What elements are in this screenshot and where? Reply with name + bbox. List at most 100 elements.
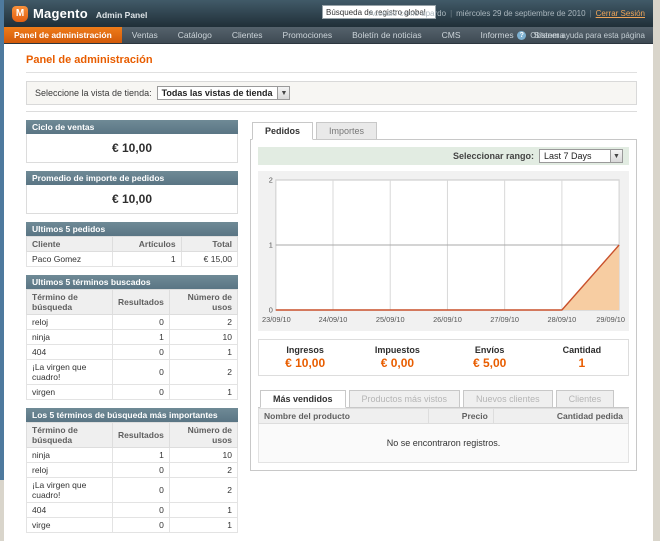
logo-subtitle: Admin Panel [95, 9, 148, 20]
table-row: 404 0 1 [25, 502, 239, 518]
sales-cycle-value: € 10,00 [26, 134, 238, 163]
separator: | [589, 9, 592, 18]
logo-title: Magento [33, 6, 88, 21]
box-title: Ultimos 5 términos buscados [26, 275, 238, 289]
header: M Magento Admin Panel Accedió como apard… [4, 0, 653, 27]
tab-pedidos[interactable]: Pedidos [252, 122, 314, 140]
column-header: Precio [427, 408, 494, 424]
empty-message: No se encontraron registros. [258, 423, 629, 463]
total-envios: Envíos € 5,00 [444, 345, 536, 370]
chevron-down-icon: ▼ [610, 150, 622, 162]
page-title: Panel de administración [26, 54, 153, 66]
last-orders-box: Ultimos 5 pedidos Cliente Artículos Total P… [25, 222, 239, 267]
window-edge [0, 0, 4, 480]
x-tick-label: 26/09/10 [433, 315, 462, 324]
x-tick-label: 28/09/10 [548, 315, 577, 324]
total-impuestos: Impuestos € 0,00 [351, 345, 443, 370]
last-orders-table: Cliente Artículos Total Paco Gomez 1 € 15,00 [25, 236, 239, 267]
store-view-value: Todas las vistas de tienda [161, 88, 273, 98]
chevron-down-icon: ▼ [277, 87, 290, 99]
range-bar: Seleccionar rango: Last 7 Days ▼ [258, 147, 629, 165]
table-row: Paco Gomez 1 € 15,00 [25, 251, 239, 267]
nav-items: Panel de administración Ventas Catálogo Cli… [4, 27, 574, 43]
x-tick-label: 24/09/10 [319, 315, 348, 324]
nav-item-catalogo[interactable]: Catálogo [177, 30, 212, 40]
avg-order-value: € 10,00 [26, 185, 238, 214]
column-header: Artículos [112, 236, 182, 252]
main-nav: Panel de administración Ventas Catálogo Cli… [4, 27, 653, 44]
table-row: reloj 0 2 [25, 462, 239, 478]
total-label: Impuestos [374, 345, 420, 355]
table-row: virge 0 1 [25, 517, 239, 533]
range-value: Last 7 Days [544, 151, 592, 161]
magento-logo-icon: M [12, 5, 28, 22]
column-header: Total [180, 236, 239, 252]
x-tick-label: 23/09/10 [262, 315, 291, 324]
help-label: Obtener ayuda para esta página [530, 31, 645, 40]
help-icon: ? [517, 31, 527, 40]
column-header: Cliente [25, 236, 114, 252]
column-header: Cantidad pedida [492, 408, 630, 424]
divider [26, 72, 637, 73]
total-value: € 0,00 [380, 356, 415, 370]
nav-item-boletin-de-noticias[interactable]: Boletín de noticias [352, 30, 422, 40]
total-label: Ingresos [286, 345, 324, 355]
help-link[interactable]: ? Obtener ayuda para esta página [517, 27, 645, 44]
total-value: 1 [578, 356, 586, 370]
table-row: ¡La virgen que cuadro! 0 2 [25, 359, 239, 385]
column-header: Número de usos [168, 289, 239, 315]
column-header: Nombre del producto [258, 408, 429, 424]
store-view-switcher: Seleccione la vista de tienda: Todas las… [26, 81, 637, 105]
session-text: Accedió como apardo [368, 9, 447, 18]
dashboard-sidebar: Ciclo de ventas € 10,00 Promedio de impo… [25, 120, 239, 541]
total-label: Envíos [474, 345, 505, 355]
orders-panel: Seleccionar rango: Last 7 Days ▼ 0 1 2 23/0… [250, 140, 637, 471]
dashboard-main: Pedidos Importes Seleccionar rango: Last … [250, 120, 637, 471]
tab-importes[interactable]: Importes [316, 122, 378, 140]
logout-link[interactable]: Cerrar Sesión [595, 9, 645, 18]
box-title: Los 5 términos de búsqueda más important… [26, 408, 238, 422]
box-title: Ultimos 5 pedidos [26, 222, 238, 236]
last-search-terms-table: Término de búsqueda Resultados Número de u… [25, 289, 239, 400]
column-header: Resultados [112, 422, 170, 448]
x-tick-label: 27/09/10 [490, 315, 519, 324]
svg-text:0: 0 [269, 305, 273, 314]
x-tick-label: 29/09/10 [596, 315, 625, 324]
svg-text:1: 1 [269, 240, 273, 249]
column-header: Término de búsqueda [25, 422, 114, 448]
tab-clientes[interactable]: Clientes [555, 390, 615, 408]
nav-item-ventas[interactable]: Ventas [131, 30, 158, 40]
range-select[interactable]: Last 7 Days ▼ [539, 149, 623, 163]
nav-item-informes[interactable]: Informes [480, 30, 514, 40]
magento-logo: M Magento Admin Panel [12, 5, 148, 22]
last-search-terms-box: Ultimos 5 términos buscados Término de b… [25, 275, 239, 400]
nav-item-promociones[interactable]: Promociones [282, 30, 333, 40]
orders-chart-svg: 0 1 2 23/09/10 24/09/10 25/09/10 26/09/10 27/09… [262, 176, 625, 324]
tab-mas-vendidos[interactable]: Más vendidos [260, 390, 346, 408]
nav-item-clientes[interactable]: Clientes [231, 30, 263, 40]
nav-item-cms[interactable]: CMS [441, 30, 461, 40]
global-search-input[interactable] [322, 5, 436, 19]
header-session-area: Accedió como apardo | miércoles 29 de se… [369, 0, 645, 27]
reports-tabstrip: Más vendidos Productos más vistos Nuevos c… [258, 388, 629, 408]
magento-admin-window: M Magento Admin Panel Accedió como apard… [4, 0, 653, 541]
table-row: reloj 0 2 [25, 314, 239, 330]
store-view-label: Seleccione la vista de tienda: [35, 88, 152, 98]
column-header: Número de usos [168, 422, 239, 448]
tab-nuevos-clientes[interactable]: Nuevos clientes [463, 390, 553, 408]
top-search-terms-box: Los 5 términos de búsqueda más important… [25, 408, 239, 533]
orders-amounts-tabstrip: Pedidos Importes [250, 120, 637, 140]
nav-item-panel-de-administracion[interactable]: Panel de administración [4, 27, 122, 43]
svg-text:2: 2 [269, 176, 273, 185]
store-view-select[interactable]: Todas las vistas de tienda ▼ [156, 86, 291, 100]
nav-item-sistema[interactable]: Sistema [533, 30, 565, 40]
orders-chart: 0 1 2 23/09/10 24/09/10 25/09/10 26/09/10 27/09… [258, 171, 629, 331]
tab-productos-mas-vistos[interactable]: Productos más vistos [348, 390, 461, 408]
table-row: ninja 1 10 [25, 329, 239, 345]
separator: | [450, 9, 453, 18]
range-label: Seleccionar rango: [452, 151, 534, 161]
total-cantidad: Cantidad 1 [536, 345, 628, 370]
box-title: Promedio de importe de pedidos [26, 171, 238, 185]
table-row: 404 0 1 [25, 344, 239, 360]
totals-bar: Ingresos € 10,00 Impuestos € 0,00 Envíos € 5,… [258, 339, 629, 376]
